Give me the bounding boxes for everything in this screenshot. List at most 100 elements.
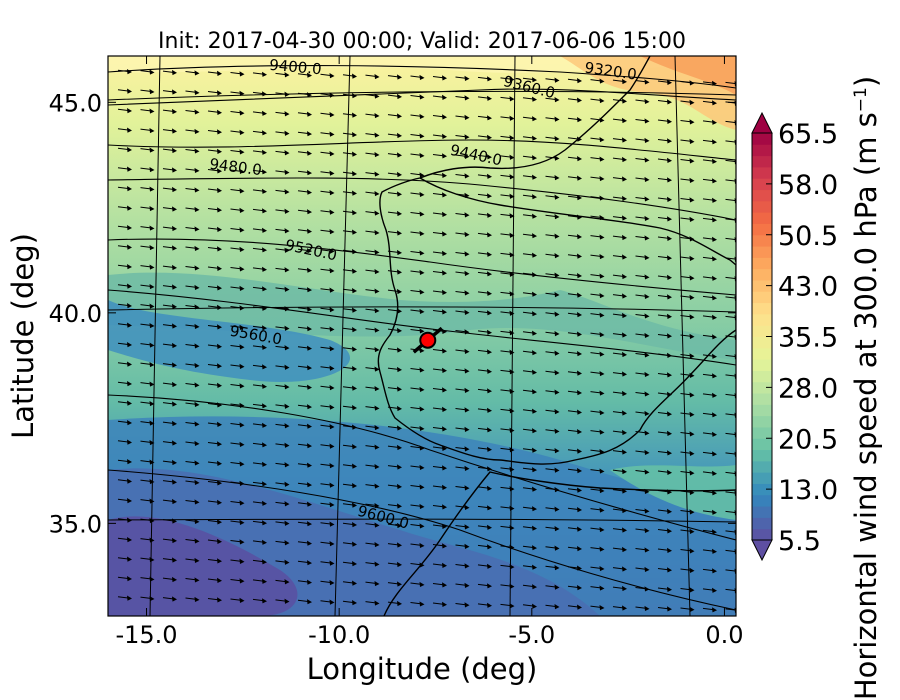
wind-arrow-head (127, 517, 132, 523)
wind-arrow-head (622, 195, 627, 202)
wind-arrow (387, 132, 402, 139)
wind-arrow (702, 412, 717, 418)
wind-arrow-head (667, 235, 672, 241)
colorbar-segment (752, 189, 772, 202)
wind-arrow-head (712, 100, 717, 106)
wind-arrow (545, 448, 560, 454)
wind-arrow-head (689, 392, 695, 398)
wind-arrow-head (217, 558, 222, 564)
wind-arrow (702, 119, 717, 125)
wind-arrow-head (329, 229, 335, 235)
wind-arrow (680, 236, 695, 242)
wind-arrow-head (734, 412, 736, 418)
wind-arrow (702, 139, 717, 145)
wind-arrow (275, 540, 290, 546)
wind-arrow-head (307, 228, 312, 234)
wind-arrow (657, 547, 672, 553)
wind-arrow (230, 305, 245, 311)
wind-arrow-head (509, 115, 515, 121)
wind-arrow (567, 156, 582, 162)
wind-arrow-head (577, 487, 582, 493)
wind-arrow-head (554, 311, 560, 317)
wind-arrow (252, 539, 267, 545)
wind-arrow (297, 248, 312, 254)
wind-arrow-head (307, 501, 312, 507)
wind-arrow-head (644, 196, 650, 202)
wind-arrow (455, 192, 470, 198)
wind-arrow (185, 382, 200, 388)
wind-arrow (387, 464, 402, 470)
wind-arrow-head (397, 444, 402, 451)
wind-arrow-head (644, 274, 650, 280)
wind-arrow (635, 352, 650, 358)
colorbar-segment (752, 223, 772, 236)
wind-arrow-head (149, 127, 155, 134)
wind-arrow-head (127, 69, 132, 75)
wind-arrow-head (127, 303, 132, 309)
wind-arrow (230, 558, 245, 564)
wind-arrow-head (509, 76, 515, 82)
wind-arrow (680, 119, 695, 125)
wind-arrow (162, 89, 177, 95)
wind-arrow (612, 234, 627, 241)
wind-arrow-head (734, 432, 736, 438)
wind-arrow (140, 283, 155, 290)
wind-arrow (320, 131, 335, 137)
wind-arrow (432, 348, 447, 354)
wind-arrow (567, 409, 582, 415)
wind-arrow-head (622, 176, 627, 182)
wind-arrow-head (577, 565, 582, 571)
wind-arrow-head (194, 343, 200, 349)
wind-arrow-head (622, 98, 627, 104)
wind-arrow (612, 98, 627, 104)
wind-arrow-head (194, 557, 200, 564)
wind-arrow-head (689, 470, 695, 476)
wind-arrow-head (554, 155, 560, 161)
wind-arrow (522, 311, 537, 317)
wind-arrow (500, 193, 515, 199)
wind-arrow (320, 541, 335, 547)
wind-arrow (207, 168, 222, 174)
wind-arrow (297, 482, 312, 488)
wind-arrow-head (487, 95, 492, 101)
wind-arrow (207, 70, 222, 76)
wind-arrow-head (352, 132, 357, 138)
wind-arrow (477, 329, 492, 335)
wind-arrow-head (284, 91, 290, 97)
wind-arrow (207, 402, 222, 408)
wind-arrow (590, 117, 605, 123)
wind-arrow-head (487, 563, 492, 569)
wind-arrow-head (374, 561, 380, 567)
wind-arrow (680, 99, 695, 105)
wind-arrow (297, 267, 312, 273)
wind-arrow (207, 187, 222, 193)
wind-arrow-head (284, 598, 290, 604)
wind-arrow-head (644, 254, 650, 261)
wind-arrow (297, 287, 312, 293)
wind-arrow (477, 544, 492, 550)
wind-arrow (185, 284, 200, 291)
wind-arrow-head (217, 538, 222, 544)
wind-arrow (680, 80, 695, 86)
wind-arrow-head (149, 459, 155, 465)
wind-arrow (702, 392, 717, 398)
wind-arrow-head (194, 421, 200, 427)
wind-arrow (162, 381, 177, 388)
wind-arrow (522, 467, 537, 473)
wind-arrow (590, 565, 605, 572)
wind-arrow (252, 461, 267, 467)
wind-arrow-head (352, 346, 357, 352)
wind-arrow-head (734, 295, 736, 301)
wind-arrow-head (734, 100, 736, 106)
wind-arrow (477, 115, 492, 121)
wind-arrow-head (734, 490, 736, 496)
wind-patch (640, 56, 736, 95)
wind-arrow-head (464, 524, 470, 530)
wind-arrow (680, 411, 695, 417)
colorbar-tick-label: 65.5 (778, 119, 838, 150)
wind-arrow (365, 73, 380, 80)
wind-arrow (702, 548, 717, 554)
wind-arrow-head (644, 176, 650, 183)
wind-arrow (207, 499, 222, 505)
wind-arrow (500, 466, 515, 472)
